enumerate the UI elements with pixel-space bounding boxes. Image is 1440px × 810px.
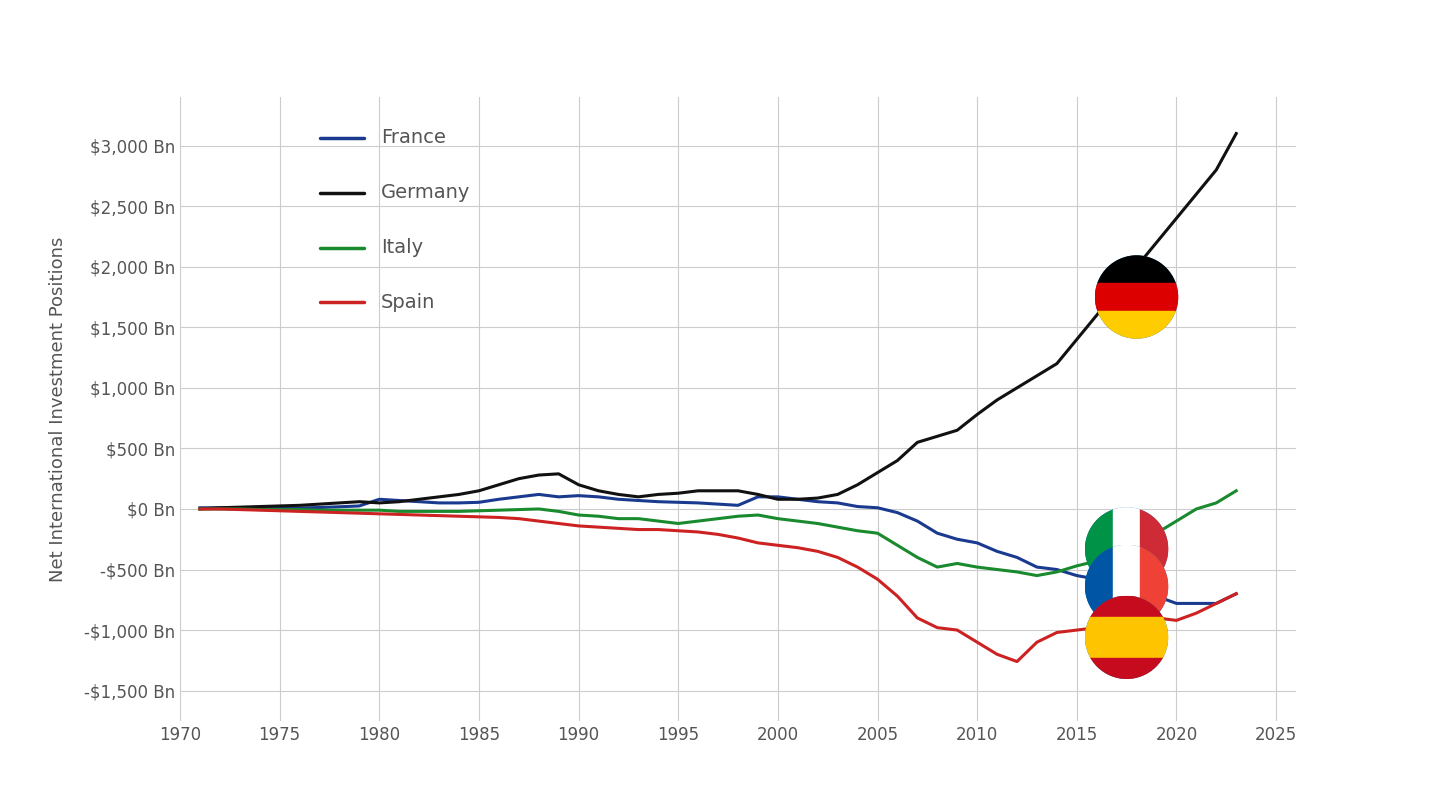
- Text: Italy: Italy: [380, 238, 423, 257]
- Bar: [1084, 507, 1113, 590]
- Bar: [1094, 284, 1178, 311]
- Circle shape: [1084, 545, 1168, 628]
- Bar: [1084, 659, 1168, 679]
- Circle shape: [1084, 595, 1168, 679]
- Bar: [1140, 545, 1168, 628]
- Bar: [1094, 311, 1178, 339]
- Circle shape: [1084, 507, 1168, 590]
- Y-axis label: Net International Investment Positions: Net International Investment Positions: [49, 237, 68, 582]
- Text: Spain: Spain: [380, 293, 435, 312]
- Circle shape: [1094, 255, 1178, 339]
- Bar: [1084, 595, 1168, 616]
- Bar: [1113, 507, 1140, 590]
- Text: France: France: [380, 128, 446, 147]
- Text: Germany: Germany: [380, 183, 471, 202]
- Bar: [1094, 255, 1178, 284]
- Bar: [1113, 545, 1140, 628]
- Bar: [1084, 616, 1168, 659]
- Bar: [1140, 507, 1168, 590]
- Bar: [1084, 545, 1113, 628]
